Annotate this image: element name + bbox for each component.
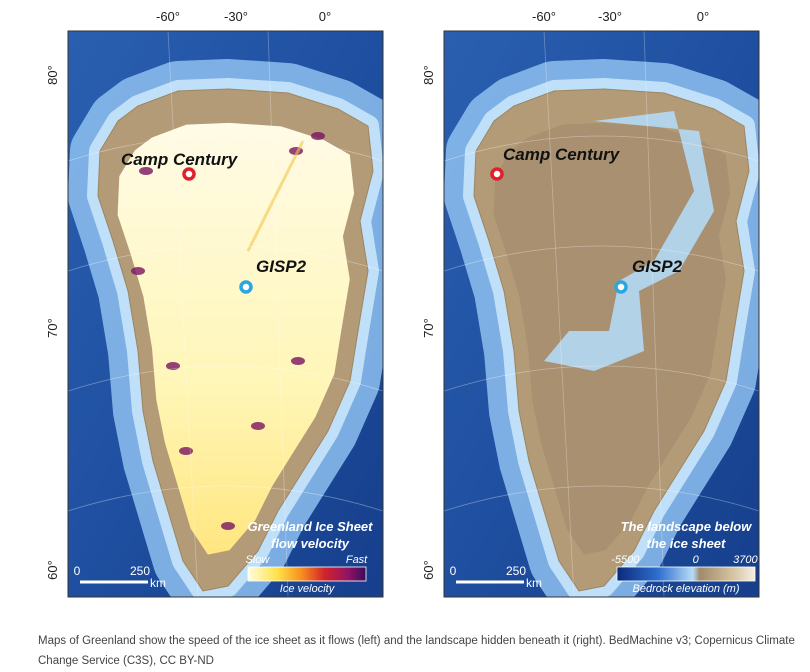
map-body <box>444 31 759 597</box>
legend-title: flow velocity <box>271 536 350 551</box>
graticule <box>68 485 383 512</box>
graticule <box>167 31 199 597</box>
outlet-glacier <box>131 267 145 275</box>
legend-tick: 0 <box>693 554 700 566</box>
graticule <box>267 31 289 597</box>
graticule <box>543 31 575 597</box>
site-marker <box>239 280 253 294</box>
longitude-label: 0° <box>319 9 331 24</box>
longitude-label: -60° <box>156 9 180 24</box>
scale-label: 250 <box>130 564 150 578</box>
scale-label: 250 <box>506 564 526 578</box>
map-panel: Camp Century GISP2 Greenland Ice Sheet flow… <box>67 30 384 598</box>
outlet-glacier <box>311 132 325 140</box>
legend-title: The landscape below <box>621 519 753 534</box>
ice-stream <box>246 140 305 252</box>
scale-unit: km <box>150 576 166 590</box>
graticule <box>643 31 665 597</box>
ice-sheet <box>117 122 355 555</box>
panel-frame <box>443 30 760 598</box>
legend-caption: Ice velocity <box>280 583 336 595</box>
scale-label: 0 <box>74 564 81 578</box>
figure-caption: Maps of Greenland show the speed of the … <box>38 635 795 647</box>
latitude-label: 70° <box>421 318 436 338</box>
longitude-label: 0° <box>697 9 709 24</box>
outlet-glacier <box>221 522 235 530</box>
site-marker <box>182 167 196 181</box>
latitude-label: 70° <box>45 318 60 338</box>
panel-frame <box>67 30 384 598</box>
scale-label: 0 <box>450 564 457 578</box>
map-body <box>68 31 383 597</box>
site-label: Camp Century <box>503 145 621 164</box>
outlet-glacier <box>179 447 193 455</box>
site-label: GISP2 <box>632 257 683 276</box>
graticule <box>444 485 759 512</box>
site-label: GISP2 <box>256 257 307 276</box>
legend-tick: 3700 <box>733 554 758 566</box>
graticule <box>444 135 759 162</box>
latitude-label: 60° <box>45 560 60 580</box>
outlet-glacier <box>139 167 153 175</box>
color-bar <box>247 566 367 582</box>
legend-tick: Fast <box>346 554 368 566</box>
graticule <box>68 135 383 162</box>
graticule <box>68 245 383 272</box>
map-panel: Camp Century GISP2 The landscape below the … <box>443 30 760 598</box>
outlet-glacier <box>291 357 305 365</box>
lowland <box>544 111 714 371</box>
graticule <box>68 365 383 392</box>
longitude-label: -30° <box>224 9 248 24</box>
graticule <box>444 365 759 392</box>
legend-title: Greenland Ice Sheet <box>248 519 374 534</box>
longitude-label: -60° <box>532 9 556 24</box>
latitude-label: 80° <box>45 65 60 85</box>
longitude-label: -30° <box>598 9 622 24</box>
latitude-label: 80° <box>421 65 436 85</box>
legend-tick: -5500 <box>611 554 640 566</box>
site-marker <box>614 280 628 294</box>
scale-unit: km <box>526 576 542 590</box>
outlet-glacier <box>166 362 180 370</box>
color-bar <box>616 566 756 582</box>
legend-tick: Slow <box>246 554 271 566</box>
latitude-label: 60° <box>421 560 436 580</box>
site-label: Camp Century <box>121 150 239 169</box>
site-marker <box>490 167 504 181</box>
legend-title: the ice sheet <box>647 536 726 551</box>
outlet-glacier <box>251 422 265 430</box>
figure-caption: Change Service (C3S), CC BY-ND <box>38 655 214 667</box>
graticule <box>444 245 759 272</box>
legend-caption: Bedrock elevation (m) <box>633 583 740 595</box>
